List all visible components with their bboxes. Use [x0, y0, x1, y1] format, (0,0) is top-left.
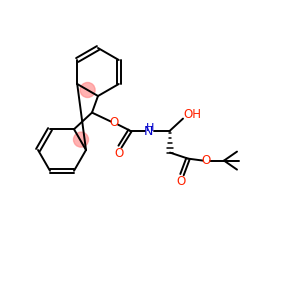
Text: H: H — [146, 123, 154, 133]
Text: O: O — [114, 147, 124, 160]
Text: N: N — [143, 125, 153, 138]
Circle shape — [74, 132, 88, 147]
Text: O: O — [110, 116, 118, 129]
Circle shape — [80, 82, 95, 98]
Text: O: O — [201, 154, 211, 167]
Text: OH: OH — [183, 108, 201, 121]
Text: O: O — [176, 175, 186, 188]
